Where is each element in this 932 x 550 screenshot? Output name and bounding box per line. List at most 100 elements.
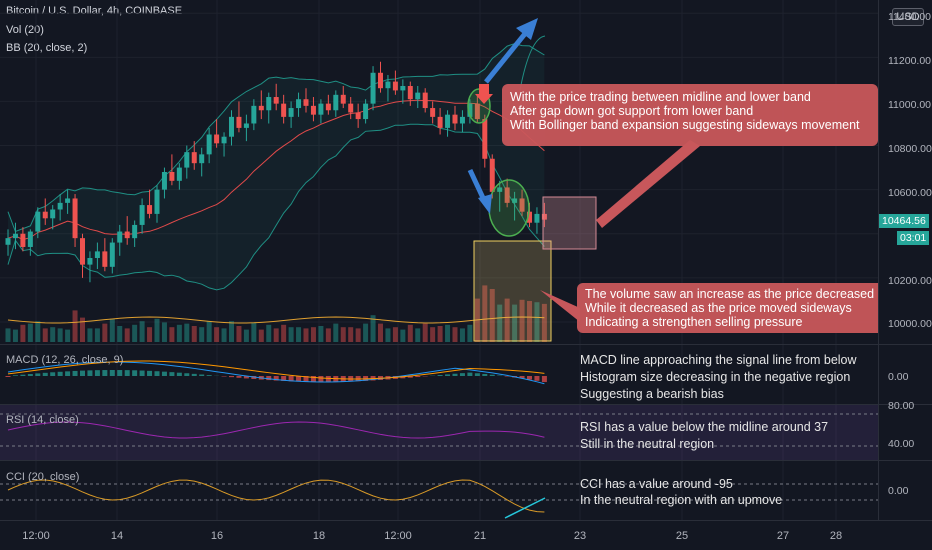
rsi-note-2: Still in the neutral region: [580, 437, 715, 451]
rsi-tick-40: 40.00: [888, 438, 915, 450]
macd-histogram-bar: [161, 371, 167, 376]
macd-histogram-bar: [288, 376, 294, 382]
macd-histogram-bar: [94, 370, 100, 376]
macd-histogram-bar: [296, 376, 302, 382]
volume-bar: [87, 328, 93, 342]
macd-histogram-bar: [35, 373, 41, 376]
volume-bar: [50, 327, 56, 342]
trend-arrow-down-icon: [478, 194, 492, 214]
volume-bar: [489, 289, 495, 342]
bollinger-indicator-label[interactable]: BB (20, close, 2): [6, 42, 88, 54]
candle-body: [214, 134, 220, 144]
volume-bar: [459, 328, 465, 342]
macd-histogram-bar: [124, 370, 130, 376]
macd-histogram-bar: [72, 370, 78, 376]
candle-body: [355, 112, 361, 120]
volume-bar: [318, 326, 324, 342]
bollinger-callout-pointer: [596, 140, 700, 228]
trend-arrow-down-shaft: [467, 168, 487, 202]
bollinger-callout-box[interactable]: [502, 84, 878, 146]
volume-ma: [7, 316, 545, 324]
volume-bar: [184, 323, 190, 342]
cci-label[interactable]: CCI (20, close): [6, 471, 80, 483]
price-tick: 10000.00: [888, 318, 932, 330]
candle-body: [527, 211, 532, 223]
volume-bar: [497, 304, 503, 342]
time-axis-border: [0, 520, 932, 521]
candle-body: [541, 213, 547, 220]
candle-body: [27, 231, 33, 247]
cci-tick: 0.00: [888, 485, 909, 497]
macd-histogram-bar: [452, 373, 458, 376]
candle-body: [437, 116, 443, 128]
macd-histogram-bar: [206, 375, 212, 376]
macd-histogram-bar: [273, 376, 279, 381]
macd-label[interactable]: MACD (12, 26, close, 9): [6, 354, 124, 366]
macd-histogram-bar: [147, 370, 153, 376]
candle-body: [20, 233, 26, 247]
rsi-label[interactable]: RSI (14, close): [6, 414, 79, 426]
macd-histogram-bar: [482, 373, 488, 376]
trend-arrow-up-icon: [516, 18, 538, 40]
candle-body: [407, 86, 413, 100]
volume-bar: [415, 328, 421, 342]
volume-bar: [214, 327, 220, 342]
volume-bar: [422, 323, 428, 342]
candle-body: [206, 134, 212, 155]
macd-histogram-bar: [65, 371, 71, 376]
macd-histogram-bar: [459, 373, 465, 376]
macd-histogram-bar: [109, 370, 115, 376]
price-tick: 11000.00: [888, 99, 932, 111]
macd-tick: 0.00: [888, 371, 909, 383]
macd-histogram-bar: [266, 376, 272, 381]
bollinger-mid: [7, 99, 545, 241]
time-tick: 27: [776, 530, 790, 542]
volume-bar: [385, 328, 391, 342]
countdown-tag: 03:01: [897, 231, 930, 245]
volume-bar: [437, 326, 443, 342]
candle-body: [370, 72, 376, 104]
candle-body: [445, 114, 451, 128]
macd-histogram-bar: [184, 373, 190, 376]
candle-body: [333, 94, 339, 111]
candle-body: [273, 97, 279, 104]
volume-callout-box[interactable]: [577, 283, 878, 333]
volume-bar: [42, 328, 48, 342]
bollinger-note-3: With Bollinger band expansion suggesting…: [510, 118, 860, 132]
macd-histogram-bar: [12, 375, 18, 376]
currency-button[interactable]: USD: [892, 8, 924, 26]
volume-bar: [541, 303, 547, 342]
bollinger-lower: [7, 123, 545, 291]
macd-note-1: MACD line approaching the signal line fr…: [580, 353, 857, 367]
volume-bar: [57, 328, 63, 342]
volume-bar: [124, 328, 130, 342]
volume-bar: [72, 310, 78, 342]
macd-histogram-bar: [445, 374, 451, 376]
volume-bar: [333, 323, 339, 342]
candle-body: [72, 198, 78, 239]
time-tick: 12:00: [384, 530, 412, 542]
candle-body: [430, 108, 436, 117]
volume-bar: [169, 327, 175, 342]
candle-body: [147, 205, 153, 214]
candle-body: [87, 258, 93, 265]
bollinger-fill: [8, 43, 545, 290]
volume-bar: [467, 324, 473, 342]
candle-body: [266, 97, 272, 111]
volume-indicator-label[interactable]: Vol (20): [6, 24, 44, 36]
volume-bar: [12, 329, 18, 342]
candle-body: [117, 231, 123, 243]
time-tick: 25: [675, 530, 689, 542]
candle-body: [340, 94, 346, 104]
candle-body: [94, 251, 100, 258]
candle-body: [161, 172, 167, 190]
macd-histogram-bar: [281, 376, 287, 381]
candle-body: [318, 103, 324, 115]
volume-note-2: While it decreased as the price moved si…: [585, 301, 852, 315]
volume-bar: [229, 321, 234, 342]
rsi-separator: [0, 404, 932, 405]
volume-bar: [102, 323, 108, 342]
last-price-tag: 10464.56: [879, 214, 929, 228]
candle-body: [310, 105, 316, 115]
